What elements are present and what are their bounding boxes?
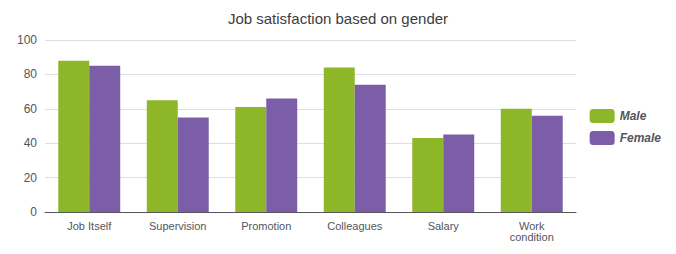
svg-text:condition: condition [510,231,554,243]
svg-text:0: 0 [30,205,37,219]
svg-text:Salary: Salary [428,220,460,232]
svg-text:Female: Female [620,131,662,145]
svg-text:Supervision: Supervision [149,220,206,232]
svg-text:80: 80 [24,67,38,81]
svg-text:100: 100 [17,33,37,47]
svg-text:40: 40 [24,136,38,150]
svg-text:Job satisfaction based on gend: Job satisfaction based on gender [228,10,448,27]
svg-text:Promotion: Promotion [241,220,291,232]
svg-text:60: 60 [24,102,38,116]
svg-text:Male: Male [620,109,647,123]
svg-text:Work: Work [519,219,545,232]
svg-text:Colleagues: Colleagues [327,220,383,232]
svg-text:Job Itself: Job Itself [67,220,112,232]
svg-text:20: 20 [24,171,38,185]
